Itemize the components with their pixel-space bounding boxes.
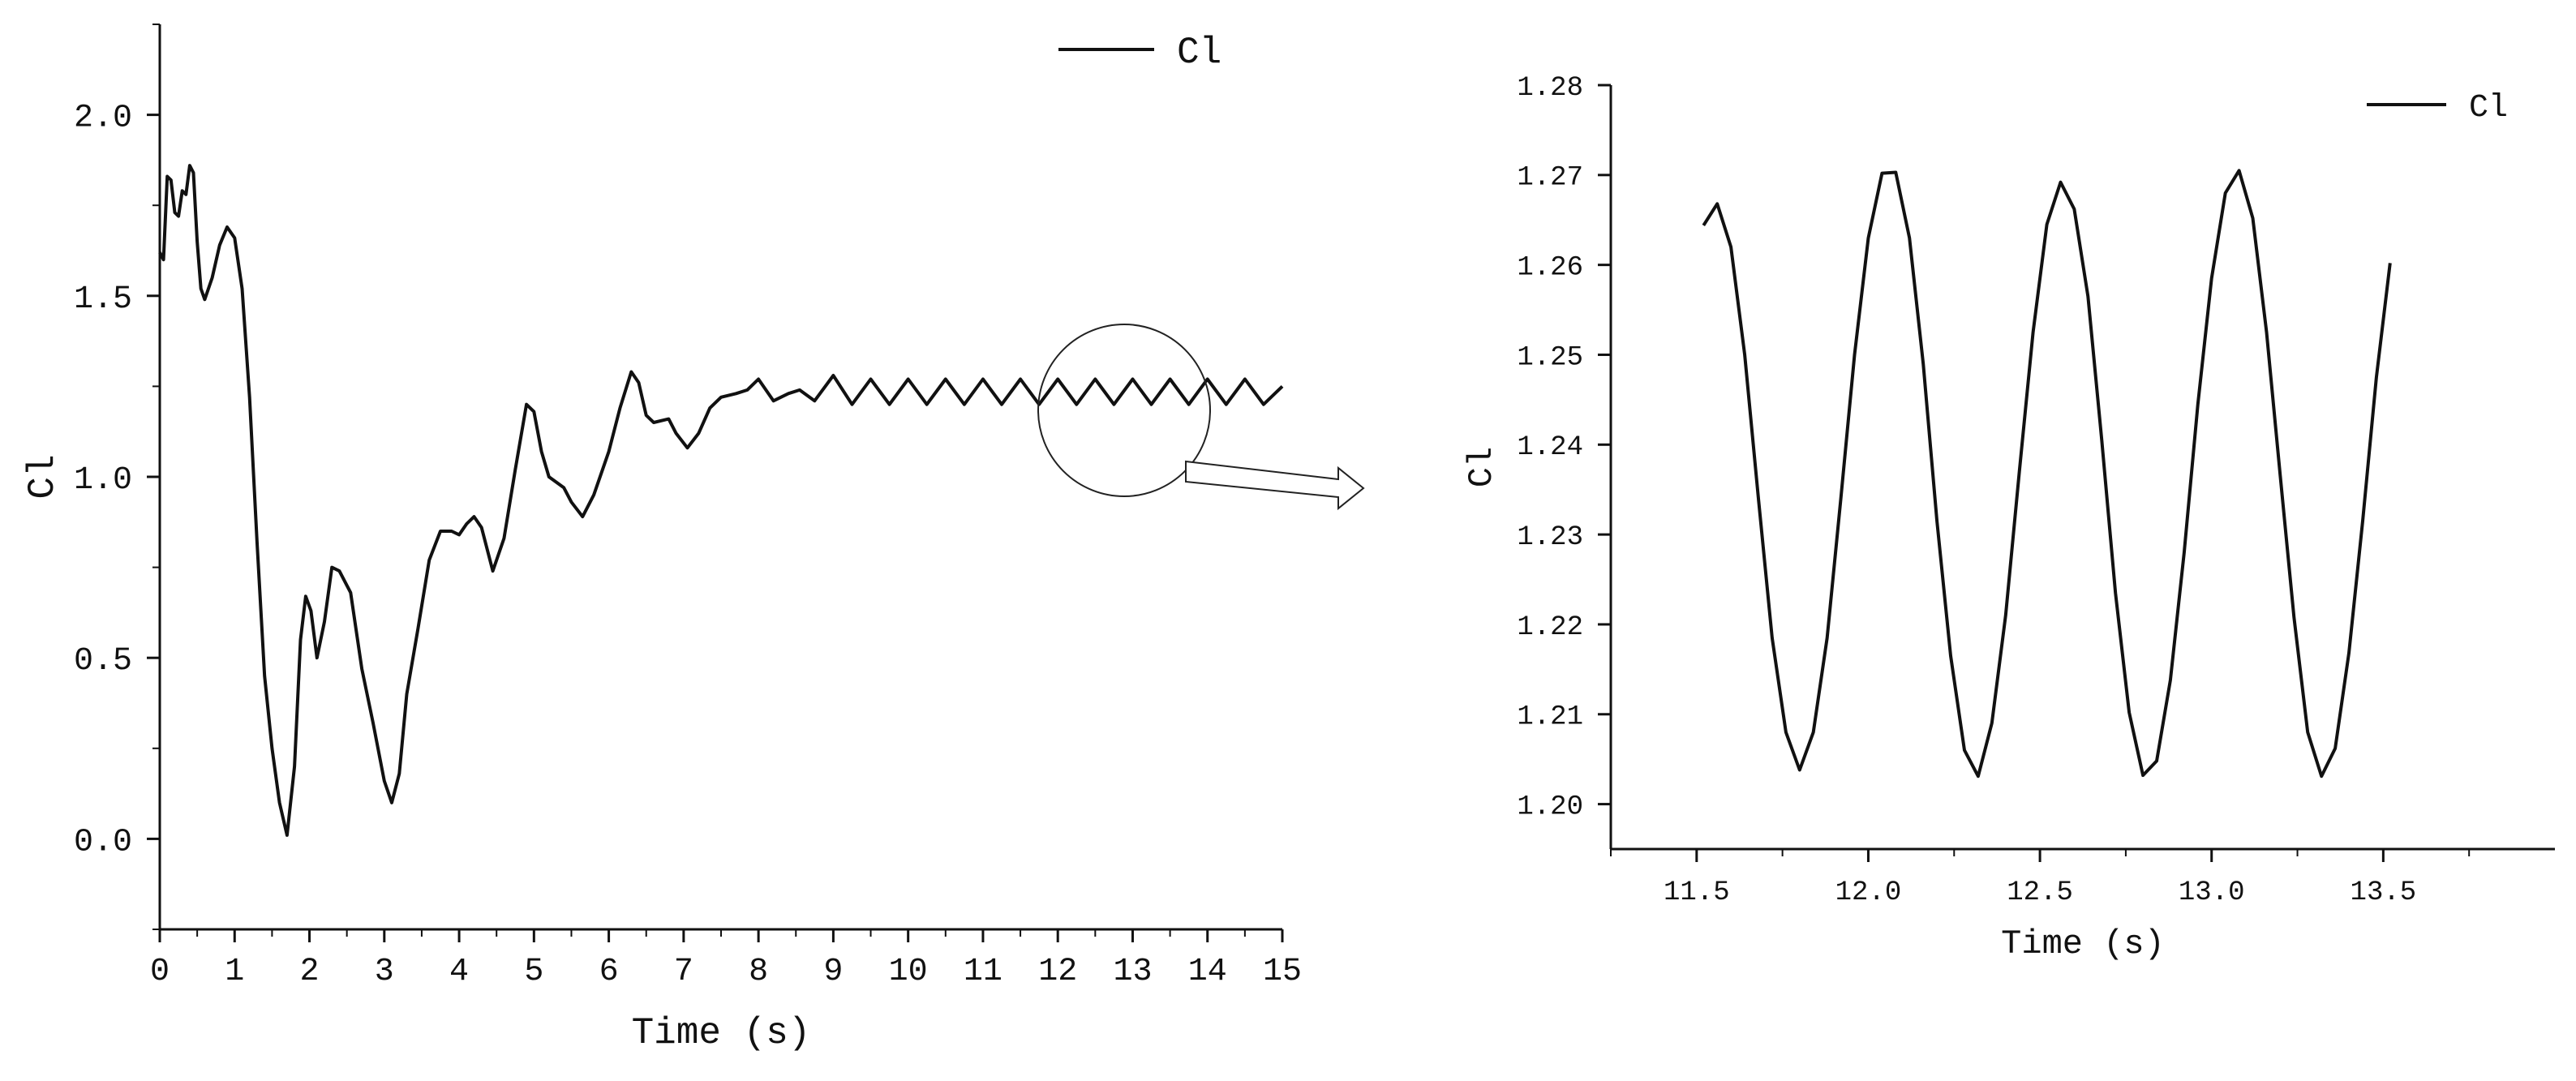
y-axis-title: Cl — [22, 454, 64, 499]
x-tick-label: 8 — [749, 954, 768, 990]
x-tick-label: 6 — [599, 954, 619, 990]
y-tick-label: 1.28 — [1517, 73, 1583, 104]
series-line-cl — [1702, 169, 2392, 779]
x-axis-title: Time (s) — [632, 1012, 811, 1054]
zoom-chart: 11.5 12.0 12.5 13.0 13.5 1.20 1.21 1.22 1.23 1.24… — [1462, 73, 2555, 963]
y-tick-label: 1.22 — [1517, 612, 1583, 643]
x-tick-label: 7 — [674, 954, 693, 990]
x-tick-label: 4 — [449, 954, 469, 990]
y-tick-label: 1.27 — [1517, 163, 1583, 194]
x-tick-label: 5 — [524, 954, 543, 990]
zoom-arrow — [1185, 460, 1365, 511]
y-tick-label: 1.23 — [1517, 522, 1583, 553]
y-tick-label: 1.24 — [1517, 432, 1583, 463]
x-tick-label: 12 — [1038, 954, 1077, 990]
y-tick-label: 1.25 — [1517, 342, 1583, 373]
x-tick-label: 11.5 — [1664, 877, 1730, 908]
x-tick-label: 11 — [964, 954, 1002, 990]
y-tick-label: 1.5 — [74, 281, 132, 318]
x-axis-title: Time (s) — [2001, 924, 2165, 963]
y-tick-label: 1.21 — [1517, 702, 1583, 733]
y-axis-title: Cl — [1462, 447, 1501, 487]
x-tick-label: 13.5 — [2351, 877, 2417, 908]
x-tick-label: 1 — [225, 954, 244, 990]
x-tick-label: 13 — [1113, 954, 1152, 990]
x-tick-label: 10 — [889, 954, 928, 990]
x-tick-label: 12.5 — [2007, 877, 2073, 908]
x-tick-label: 3 — [375, 954, 394, 990]
main-chart: 0 1 2 3 4 5 6 7 8 9 10 11 12 13 14 150.00.51.01.52.0Tim… — [22, 24, 1302, 1054]
x-tick-label: 14 — [1188, 954, 1227, 990]
x-tick-label: 9 — [823, 954, 843, 990]
y-tick-label: 1.0 — [74, 462, 132, 499]
zoom-region-circle — [1037, 324, 1211, 497]
y-tick-label: 0.5 — [74, 643, 132, 680]
y-tick-label: 2.0 — [74, 101, 132, 137]
series-line-cl — [158, 164, 1284, 837]
y-tick-label: 0.0 — [74, 824, 132, 860]
x-tick-label: 2 — [300, 954, 320, 990]
y-tick-label: 1.20 — [1517, 791, 1583, 822]
x-tick-label: 13.0 — [2179, 877, 2245, 908]
legend-label: Cl — [2469, 90, 2508, 127]
x-tick-label: 12.0 — [1835, 877, 1902, 908]
y-tick-label: 1.26 — [1517, 253, 1583, 284]
zoom-callout — [1037, 324, 1365, 511]
x-tick-label: 0 — [150, 954, 170, 990]
legend-label: Cl — [1177, 32, 1221, 74]
x-tick-label: 15 — [1263, 954, 1302, 990]
